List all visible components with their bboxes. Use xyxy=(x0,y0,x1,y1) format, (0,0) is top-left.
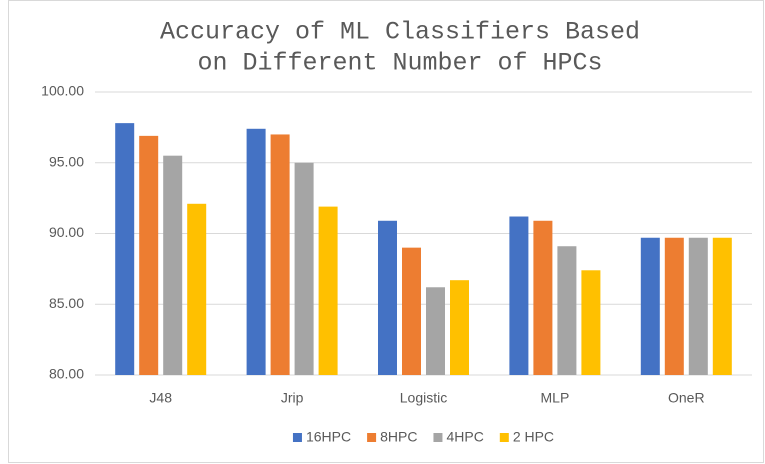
bar xyxy=(557,246,577,375)
legend-swatch xyxy=(499,433,509,442)
bar xyxy=(426,287,445,375)
bar xyxy=(712,237,732,375)
bar xyxy=(688,237,708,375)
bar xyxy=(640,237,660,375)
bar xyxy=(187,203,207,375)
bar xyxy=(450,280,469,375)
bar xyxy=(294,162,314,375)
bar xyxy=(318,206,338,375)
legend-label: 4HPC xyxy=(446,429,483,445)
legend-swatch xyxy=(433,433,443,442)
bar xyxy=(533,220,553,375)
bar xyxy=(139,135,159,375)
x-tick-label: OneR xyxy=(668,390,705,406)
y-tick-label: 100.00 xyxy=(41,83,84,99)
x-tick-label: MLP xyxy=(541,390,570,406)
legend-swatch xyxy=(292,433,302,442)
bar xyxy=(115,123,135,375)
bar xyxy=(402,247,421,375)
x-tick-label: J48 xyxy=(149,390,172,406)
chart-title: Accuracy of ML Classifiers Based xyxy=(160,18,640,47)
bar xyxy=(270,134,290,375)
legend-label: 16HPC xyxy=(306,429,351,445)
x-tick-label: Logistic xyxy=(400,390,447,406)
x-tick-label: Jrip xyxy=(281,390,304,406)
y-tick-label: 85.00 xyxy=(49,295,84,311)
bar xyxy=(378,220,397,375)
y-tick-label: 80.00 xyxy=(49,366,84,382)
bar xyxy=(581,270,601,375)
y-tick-label: 90.00 xyxy=(49,224,84,240)
bar xyxy=(509,216,529,375)
legend-label: 2 HPC xyxy=(513,429,554,445)
bar xyxy=(163,155,183,375)
bar xyxy=(664,237,684,375)
bar xyxy=(246,128,266,375)
y-tick-label: 95.00 xyxy=(49,153,84,169)
legend-label: 8HPC xyxy=(380,429,417,445)
chart-title: on Different Number of HPCs xyxy=(197,49,602,78)
legend-swatch xyxy=(367,433,377,442)
